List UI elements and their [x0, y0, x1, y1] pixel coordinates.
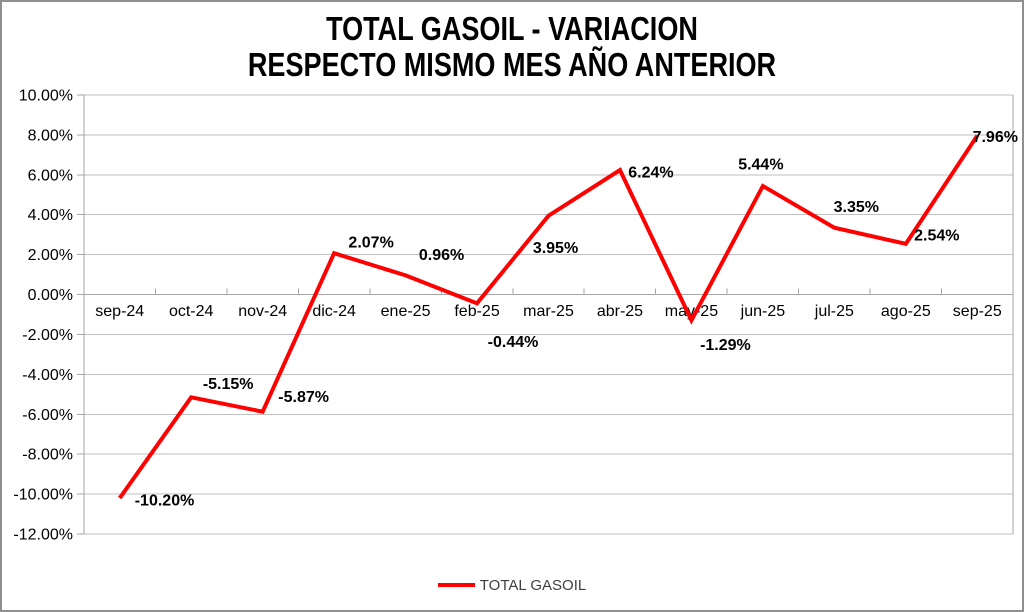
data-label: 3.95% — [533, 240, 578, 257]
y-axis-tick-label: -4.00% — [22, 367, 73, 384]
y-axis-tick-label: -2.00% — [22, 327, 73, 344]
x-axis-category-label: jul-25 — [814, 303, 854, 320]
y-axis-tick-label: -6.00% — [22, 407, 73, 424]
x-axis-category-label: oct-24 — [169, 303, 214, 320]
data-label: 6.24% — [628, 165, 673, 182]
chart-title: TOTAL GASOIL - VARIACION RESPECTO MISMO … — [0, 11, 1024, 83]
y-axis-tick-label: 0.00% — [28, 287, 73, 304]
data-label: -1.29% — [700, 337, 751, 354]
y-axis-tick-label: -10.00% — [13, 487, 73, 504]
x-axis-category-label: jun-25 — [740, 303, 786, 320]
x-axis-category-label: ene-25 — [381, 303, 431, 320]
chart-title-line2: RESPECTO MISMO MES AÑO ANTERIOR — [247, 46, 777, 83]
x-axis-category-label: abr-25 — [597, 303, 643, 320]
x-axis-category-label: may-25 — [665, 303, 718, 320]
legend: TOTAL GASOIL — [0, 574, 1024, 596]
x-axis-category-label: feb-25 — [454, 303, 499, 320]
x-axis-category-label: sep-25 — [953, 303, 1002, 320]
data-label: 2.07% — [348, 235, 393, 252]
y-axis-tick-label: 10.00% — [19, 88, 73, 105]
x-axis-category-label: nov-24 — [238, 303, 287, 320]
x-axis-category-label: mar-25 — [523, 303, 574, 320]
data-label: -5.15% — [203, 376, 254, 393]
x-axis-category-label: sep-24 — [95, 303, 144, 320]
data-label: -10.20% — [135, 493, 195, 510]
chart-title-line1: TOTAL GASOIL - VARIACION — [326, 10, 698, 47]
y-axis-tick-label: -8.00% — [22, 447, 73, 464]
y-axis-tick-label: -12.00% — [13, 527, 73, 544]
series-line — [118, 134, 979, 500]
data-label: 7.96% — [973, 129, 1018, 146]
y-axis-tick-label: 2.00% — [28, 247, 73, 264]
legend-line-swatch — [437, 583, 475, 587]
data-label: 0.96% — [419, 247, 464, 264]
x-axis-category-label: dic-24 — [312, 303, 356, 320]
y-axis-tick-label: 8.00% — [28, 127, 73, 144]
y-axis-tick-label: 6.00% — [28, 167, 73, 184]
data-label: -5.87% — [278, 389, 329, 406]
data-label: 2.54% — [914, 227, 959, 244]
data-label: 3.35% — [834, 199, 879, 216]
legend-label: TOTAL GASOIL — [479, 576, 587, 594]
data-label: -0.44% — [488, 334, 539, 351]
y-axis-tick-label: 4.00% — [28, 207, 73, 224]
x-axis-category-label: ago-25 — [881, 303, 931, 320]
data-label: 5.44% — [738, 156, 783, 173]
